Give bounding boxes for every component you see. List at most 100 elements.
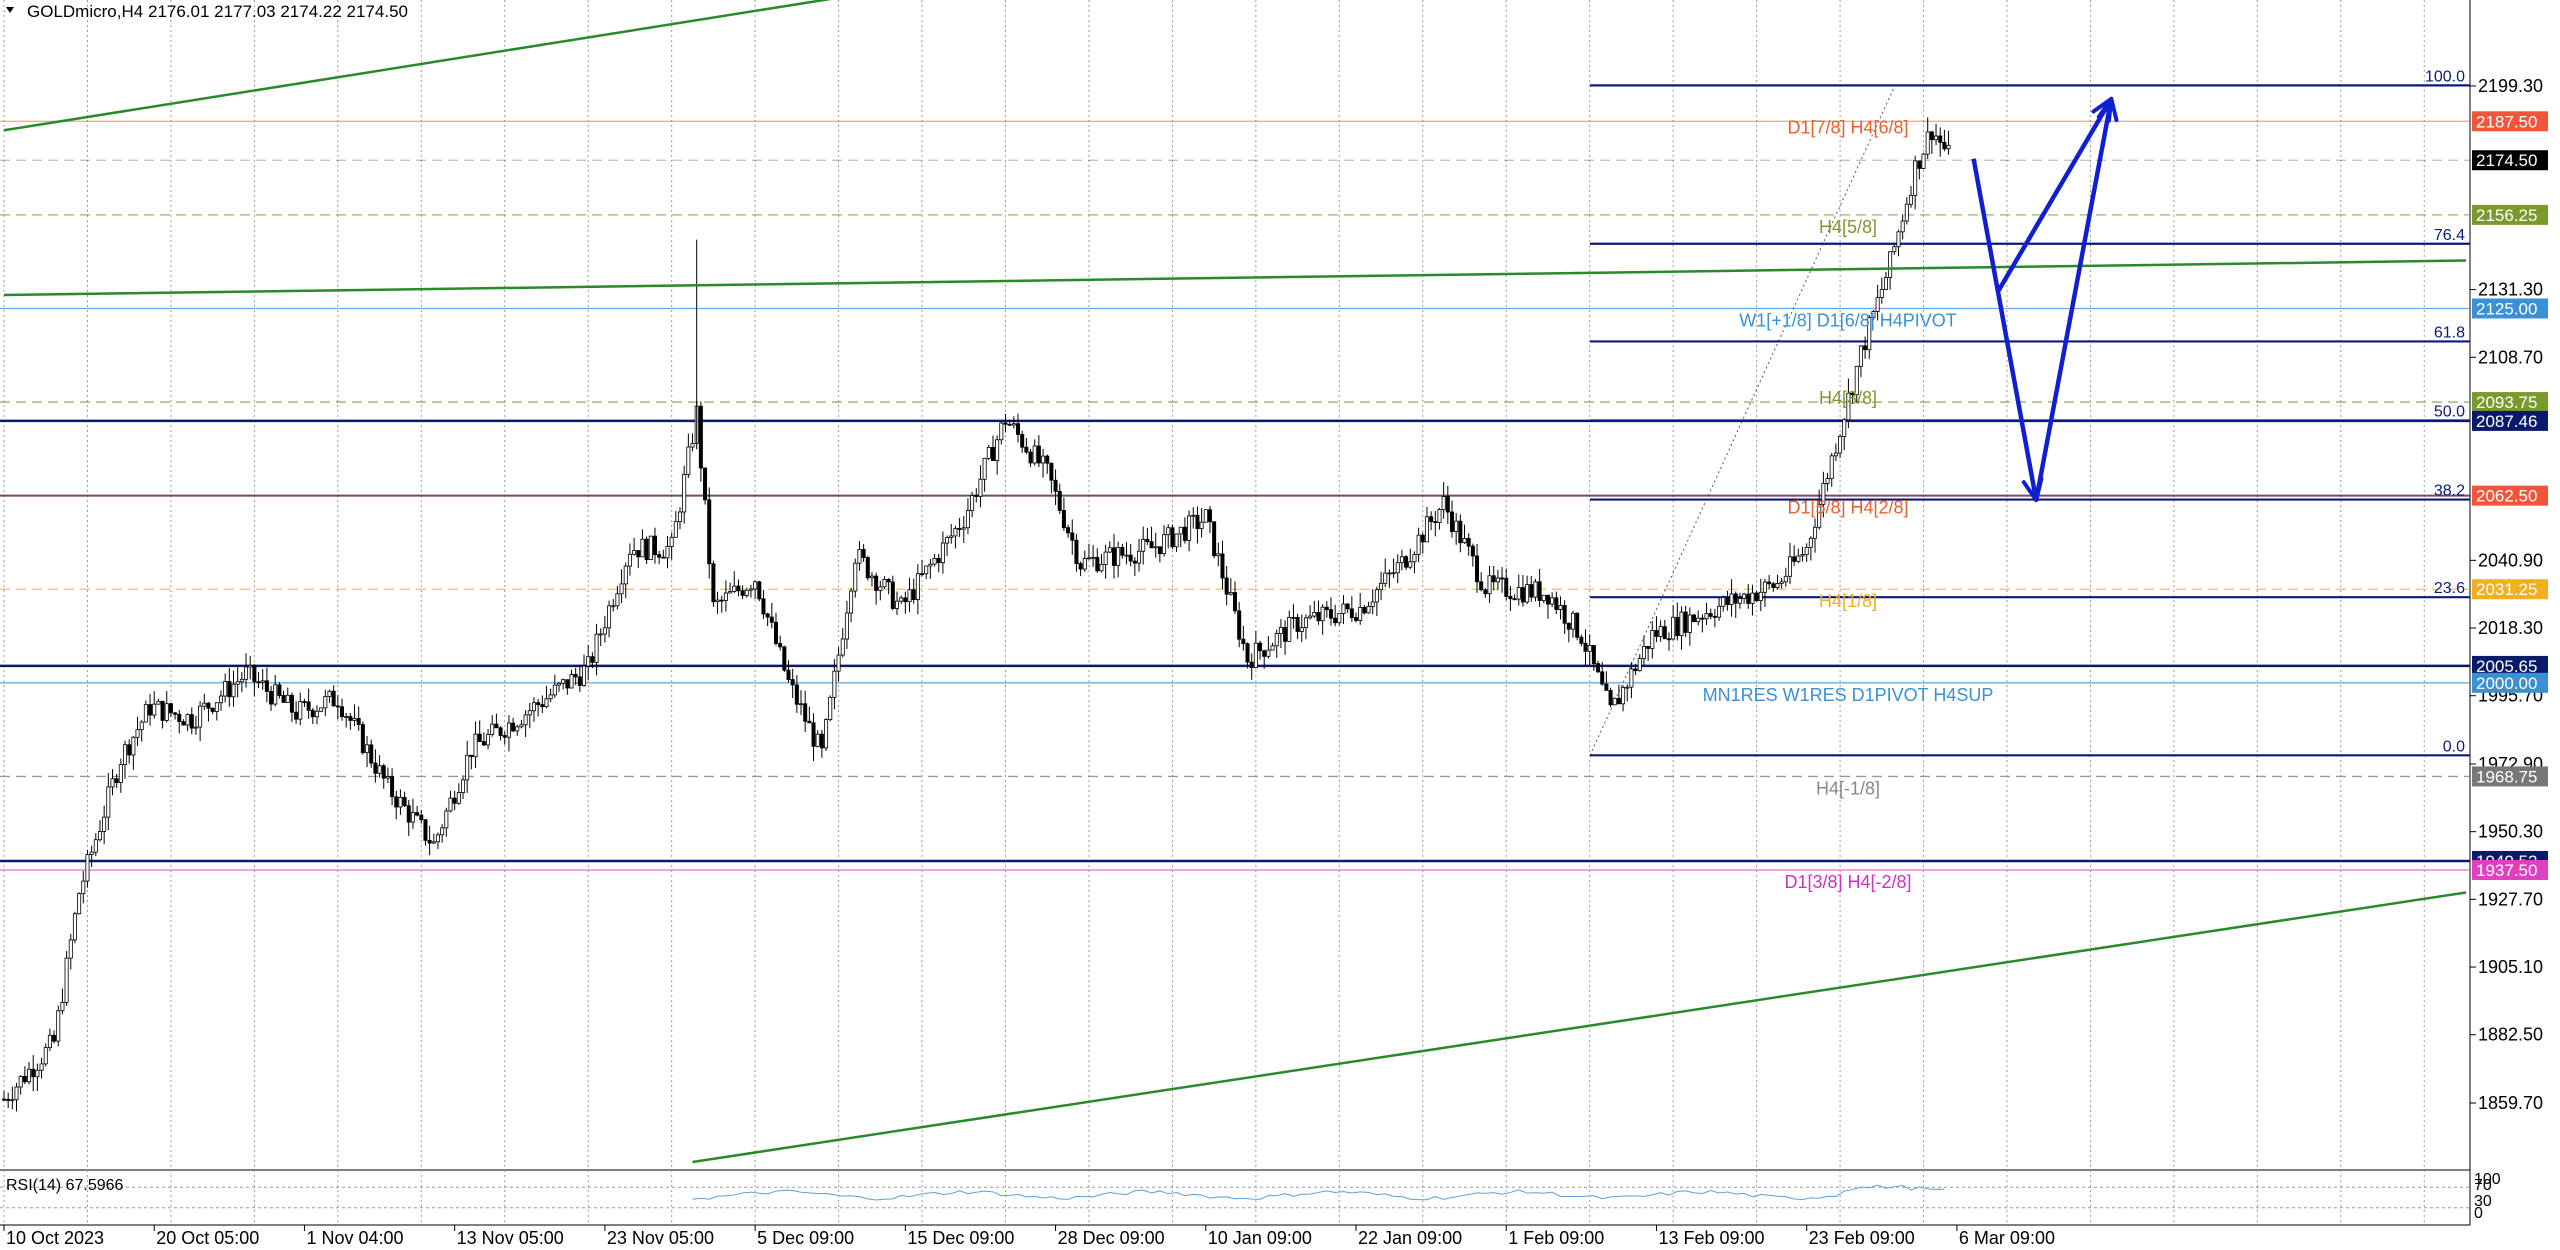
candle	[1399, 549, 1404, 571]
candle	[1454, 512, 1459, 545]
candle	[52, 1030, 57, 1044]
candle	[1007, 420, 1012, 426]
candle	[1228, 578, 1233, 596]
candle-body	[256, 681, 261, 684]
candle-body	[1746, 593, 1751, 604]
candle-body	[1454, 520, 1459, 532]
candle	[193, 715, 198, 735]
candle	[27, 1061, 32, 1085]
candle-body	[294, 711, 299, 720]
candle	[1295, 613, 1300, 640]
candle-body	[273, 684, 278, 705]
candle-body	[1120, 546, 1125, 556]
candle-body	[1934, 135, 1939, 141]
candle	[1900, 214, 1905, 240]
candle	[840, 628, 845, 658]
candle-body	[540, 704, 545, 708]
candle	[360, 721, 365, 755]
trendlines[interactable]	[3, 0, 2467, 1164]
candle-body	[1166, 527, 1171, 536]
candle	[1132, 557, 1137, 577]
candle	[1174, 533, 1179, 552]
candle-body	[1909, 195, 1914, 205]
candle	[1804, 543, 1809, 562]
time-tick-label: 5 Dec 09:00	[757, 1228, 854, 1248]
candle	[598, 628, 603, 647]
candle	[164, 691, 169, 723]
candle	[1675, 602, 1680, 641]
fibonacci-retracement[interactable]: 100.0 76.4 61.8 50.0 38.2 23.6 0.0	[1589, 68, 2470, 757]
candle	[1387, 569, 1392, 588]
candle-body	[1662, 626, 1667, 640]
candle	[1575, 612, 1580, 641]
candle-body	[594, 633, 599, 663]
rsi-scale-label: 100	[2474, 1171, 2501, 1188]
candle	[160, 700, 165, 729]
time-tick-label: 10 Jan 09:00	[1208, 1228, 1312, 1248]
fib-level-label: 76.4	[2434, 227, 2465, 244]
candle-body	[782, 646, 787, 671]
candle-body	[707, 499, 712, 565]
candle	[123, 740, 128, 779]
symbol-timeframe[interactable]: GOLDmicro,H4	[27, 2, 143, 21]
candle-body	[874, 575, 879, 591]
candle-body	[1308, 615, 1313, 619]
forecast-arrows[interactable]	[1971, 96, 2119, 503]
candle-body	[502, 735, 507, 738]
candle-body	[214, 702, 219, 712]
candle-body	[352, 718, 357, 721]
candle-body	[1337, 612, 1342, 624]
candle	[1061, 497, 1066, 532]
candle	[85, 849, 90, 888]
candle-body	[1842, 419, 1847, 437]
candle-body	[1099, 564, 1104, 572]
candle-body	[1721, 597, 1726, 607]
candle-body	[331, 690, 336, 707]
candle	[1449, 500, 1454, 538]
candle-body	[1629, 668, 1634, 688]
candle-body	[652, 535, 657, 556]
candle	[1441, 482, 1446, 519]
candle-body	[1320, 606, 1325, 622]
candle-body	[1846, 392, 1851, 421]
candle	[711, 560, 716, 607]
candle	[957, 517, 962, 538]
candle	[486, 728, 491, 750]
price-badge: 2005.65	[2472, 655, 2548, 676]
candle	[1746, 584, 1751, 609]
time-gridlines	[3, 0, 2425, 1225]
candle-body	[907, 589, 912, 603]
candle	[786, 660, 791, 683]
candle	[264, 667, 269, 703]
candle	[1946, 130, 1951, 155]
price-tick-label: 1950.30	[2478, 822, 2543, 842]
symbol-dropdown-icon[interactable]	[6, 7, 14, 13]
candle	[1207, 506, 1212, 534]
price-badge-value: 2187.50	[2476, 112, 2537, 131]
candle	[1408, 548, 1413, 570]
candle	[81, 870, 86, 904]
candle	[1366, 601, 1371, 614]
candle	[1704, 602, 1709, 625]
candle	[127, 739, 132, 764]
candle-body	[586, 656, 591, 667]
price-tick-label: 1859.70	[2478, 1093, 2543, 1113]
candle	[356, 706, 361, 731]
candle	[1508, 585, 1513, 611]
candle	[602, 615, 607, 643]
candle-body	[719, 599, 724, 602]
candle	[928, 559, 933, 579]
candle-body	[360, 724, 365, 754]
candle	[1646, 646, 1651, 661]
candle	[448, 790, 453, 813]
price-badge-bg	[2472, 298, 2548, 319]
candle-body	[97, 830, 102, 841]
arrow-head	[2091, 96, 2114, 123]
candle-body	[1312, 611, 1317, 617]
candle-body	[1270, 645, 1275, 651]
candle-body	[398, 796, 403, 808]
candle-body	[148, 704, 153, 716]
candle-body	[210, 707, 215, 712]
candle-body	[373, 762, 378, 774]
